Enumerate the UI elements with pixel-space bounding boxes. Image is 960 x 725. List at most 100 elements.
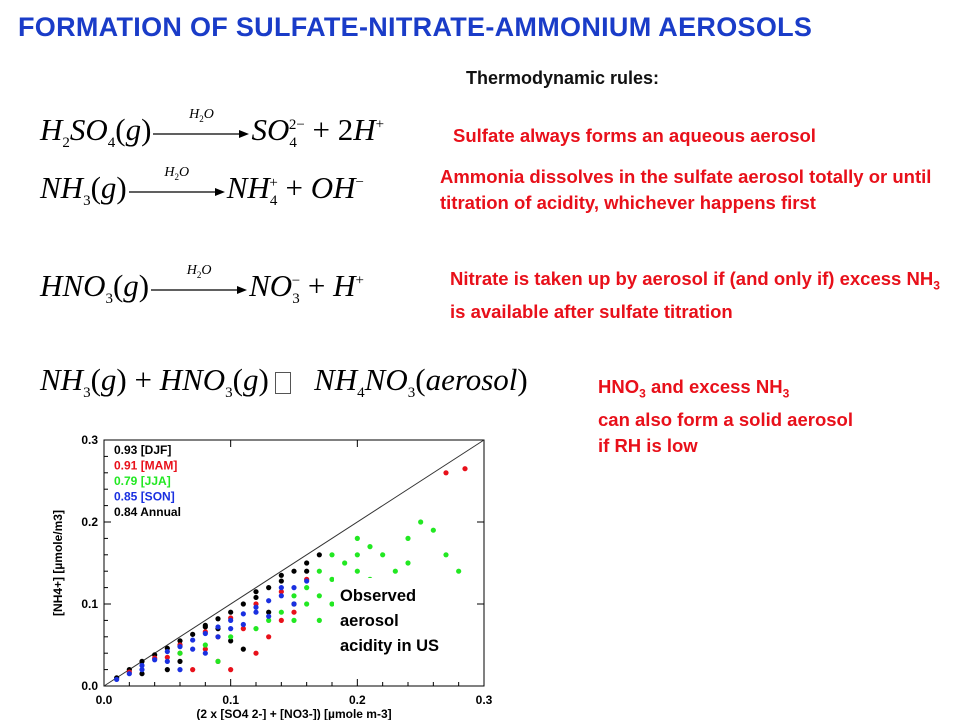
x-axis-label: (2 x [SO4 2-] + [NO3-]) [µmole m-3] <box>196 707 391 720</box>
legend-entry: 0.91 [MAM] <box>114 459 177 473</box>
data-point <box>266 613 272 619</box>
data-point <box>329 552 335 558</box>
data-point <box>278 578 284 584</box>
data-point <box>266 617 272 623</box>
data-point <box>177 658 183 664</box>
data-point <box>253 604 259 610</box>
data-point <box>456 568 462 574</box>
rule-sulfate: Sulfate always forms an aqueous aerosol <box>453 125 816 146</box>
data-point <box>190 667 196 673</box>
data-point <box>228 638 234 644</box>
missing-glyph-box <box>274 371 291 394</box>
legend-entry: 0.85 [SON] <box>114 490 175 504</box>
legend-entry: 0.79 [JJA] <box>114 474 171 488</box>
data-point <box>240 646 246 652</box>
data-point <box>316 617 322 623</box>
legend-entry: 0.84 Annual <box>114 505 181 519</box>
data-point <box>342 560 348 566</box>
data-point <box>240 601 246 607</box>
y-tick-label: 0.1 <box>81 597 98 611</box>
data-point <box>430 527 436 533</box>
data-point <box>291 601 297 607</box>
data-point <box>266 634 272 640</box>
data-point <box>228 667 234 673</box>
x-tick-label: 0.2 <box>349 693 366 707</box>
data-point <box>215 624 221 630</box>
y-tick-label: 0.0 <box>81 679 98 693</box>
data-point <box>190 631 196 637</box>
data-point <box>240 611 246 617</box>
data-point <box>291 593 297 599</box>
x-tick-label: 0.0 <box>96 693 113 707</box>
data-point <box>215 658 221 664</box>
section-subtitle: Thermodynamic rules: <box>466 68 660 88</box>
data-point <box>304 585 310 591</box>
acidity-scatter-chart: 0.0 0.1 0.2 0.3 0.0 0.1 0.2 0.3 0.93 [DJF] 0.91 [… <box>40 420 510 721</box>
data-point <box>164 648 170 655</box>
reaction-arrow: H2O <box>151 263 248 299</box>
equation-sulfuric-acid: H2SO4(g) H2O SO42− + 2H+ <box>40 106 385 152</box>
y-tick-label: 0.3 <box>81 433 98 447</box>
data-point <box>354 535 360 541</box>
data-point <box>114 676 120 683</box>
chart-annotation: Observed <box>340 587 416 605</box>
data-point <box>462 466 468 472</box>
data-point <box>304 601 310 607</box>
data-point <box>304 568 310 574</box>
data-point <box>177 650 183 656</box>
data-point <box>304 578 310 584</box>
data-point <box>278 589 284 595</box>
data-point <box>278 617 284 623</box>
data-point <box>329 601 335 607</box>
page-title: FORMATION OF SULFATE-NITRATE-AMMONIUM AE… <box>18 12 813 42</box>
data-point <box>278 572 284 578</box>
data-point <box>367 544 373 550</box>
data-point <box>316 568 322 574</box>
data-point <box>177 644 183 650</box>
data-point <box>139 662 145 669</box>
chart-annotation: acidity in US <box>340 637 439 655</box>
data-point <box>253 589 259 595</box>
equation-nitric-acid: HNO3(g) H2O NO3− + H+ <box>40 262 364 308</box>
data-point <box>152 657 158 663</box>
data-point <box>443 470 449 476</box>
data-point <box>316 593 322 599</box>
data-point <box>380 552 386 558</box>
reaction-arrow: H2O <box>128 165 225 201</box>
data-point <box>139 671 145 677</box>
data-point <box>405 560 411 566</box>
data-point <box>202 630 208 637</box>
one-to-one-line <box>103 439 485 687</box>
data-point <box>253 594 259 601</box>
data-point <box>164 667 170 673</box>
data-point <box>291 585 297 591</box>
x-tick-label: 0.1 <box>222 693 239 707</box>
data-point <box>354 568 360 574</box>
rule-nitrate: Nitrate is taken up by aerosol if (and o… <box>450 268 940 322</box>
data-point <box>228 609 234 615</box>
data-point <box>354 552 360 558</box>
data-point <box>291 568 297 574</box>
y-tick-label: 0.2 <box>81 515 98 529</box>
data-point <box>202 650 208 656</box>
data-point <box>253 626 259 632</box>
data-point <box>215 634 221 640</box>
data-point <box>253 650 259 656</box>
data-point <box>253 609 259 615</box>
equation-ammonia: NH3(g) H2O NH4+ + OH− <box>40 164 365 210</box>
data-point <box>202 622 208 628</box>
data-point <box>266 585 272 591</box>
data-point <box>304 560 310 566</box>
data-point <box>278 585 284 591</box>
data-point <box>443 552 449 558</box>
data-point <box>291 617 297 623</box>
data-point <box>278 593 284 599</box>
data-point <box>240 626 246 632</box>
equation-ammonium-nitrate: NH3(g) + HNO3(g) NH4NO3(aerosol) <box>40 362 528 402</box>
data-point <box>228 617 234 623</box>
data-point <box>329 576 335 582</box>
data-point <box>164 658 170 664</box>
data-point <box>240 621 246 628</box>
data-point <box>392 568 398 574</box>
chart-annotation: aerosol <box>340 612 399 630</box>
